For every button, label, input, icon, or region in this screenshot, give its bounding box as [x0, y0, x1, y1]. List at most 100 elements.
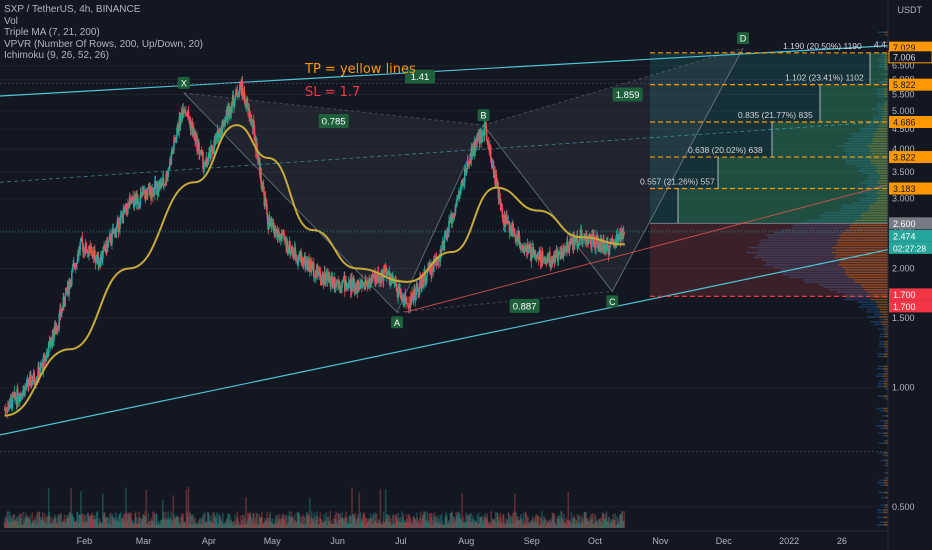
candle-body — [465, 167, 468, 171]
volume-bar — [563, 522, 566, 528]
volume-bar — [223, 522, 226, 528]
triple-ma-indicator-label[interactable]: Triple MA (7, 21, 200) — [4, 27, 100, 38]
volume-bar — [324, 520, 327, 528]
candle-body — [550, 259, 552, 268]
volume-bar — [206, 521, 208, 528]
volume-bar — [253, 524, 256, 528]
candle-body — [281, 231, 283, 239]
candle-body — [518, 235, 521, 245]
vpvr-row — [885, 496, 888, 499]
candle-body — [468, 163, 471, 166]
volume-bar — [314, 516, 317, 528]
volume-bar — [290, 511, 293, 528]
volume-bar — [454, 522, 457, 528]
volume-bar — [237, 516, 239, 528]
volume-bar — [430, 516, 432, 528]
time-axis[interactable]: Feb Mar Apr May Jun Jul Aug Sep Oct Nov Dec 2022 26 — [0, 530, 888, 546]
y-tick-label: 4.000 — [892, 144, 915, 154]
candle-body — [585, 234, 588, 244]
volume-bar — [274, 523, 277, 528]
candle-body — [11, 394, 14, 409]
candle-body — [236, 91, 239, 97]
candle-body — [28, 385, 30, 386]
vpvr-indicator-label[interactable]: VPVR (Number Of Rows, 200, Up/Down, 20) — [4, 38, 203, 50]
volume-bar — [559, 522, 562, 528]
volume-bar — [387, 514, 390, 528]
vpvr-row — [858, 306, 877, 308]
volume-bar — [341, 518, 344, 528]
ratio-label: 1.859 — [616, 90, 640, 101]
vpvr-row — [877, 103, 884, 105]
volume-bar — [533, 521, 536, 528]
vpvr-row — [845, 229, 888, 232]
vpvr-row — [870, 293, 888, 296]
candle-body — [115, 231, 117, 238]
moving-average — [4, 124, 625, 417]
candle-body — [319, 271, 322, 279]
vpvr-row — [760, 241, 837, 244]
volume-bar — [417, 520, 420, 528]
candle-body — [222, 120, 225, 127]
candle-body — [578, 239, 581, 245]
volume-bar — [490, 511, 492, 528]
vpvr-row — [870, 142, 888, 145]
target-label: 0.835 (21.77%) 835 — [738, 110, 813, 120]
vpvr-row — [880, 504, 885, 506]
volume-bar — [372, 522, 375, 528]
candle-body — [328, 277, 331, 283]
volume-bar — [195, 522, 198, 528]
vpvr-row — [885, 415, 888, 417]
volume-bar — [245, 524, 248, 528]
vpvr-row — [837, 239, 888, 241]
volume-bar — [344, 518, 347, 528]
vpvr-row — [881, 118, 888, 120]
volume-bar — [190, 515, 192, 528]
candle-body — [541, 250, 544, 263]
volume-indicator-label[interactable]: Vol — [4, 15, 18, 27]
volume-bar — [377, 519, 380, 528]
volume-bar — [383, 521, 386, 528]
ichimoku-indicator-label[interactable]: Ichimoku (9, 26, 52, 26) — [4, 50, 110, 61]
volume-bar — [477, 523, 479, 528]
volume-bar — [589, 516, 591, 528]
candle-body — [279, 239, 281, 241]
candle-body — [76, 263, 78, 264]
pattern-point-label: X — [181, 78, 187, 88]
volume-bar — [385, 519, 388, 528]
vpvr-row — [862, 212, 888, 214]
volume-bar — [3, 521, 6, 528]
volume-bar — [318, 517, 321, 528]
volume-bar — [280, 518, 283, 528]
price-axis-background[interactable] — [888, 0, 932, 550]
candle-body — [113, 230, 115, 234]
candle-body — [500, 204, 502, 211]
volume-bar — [562, 519, 564, 528]
symbol-title[interactable]: SXP / TetherUS, 4h, BINANCE — [4, 4, 141, 15]
candle-body — [512, 223, 514, 232]
volume-bar — [77, 523, 80, 528]
volume-bar — [281, 517, 284, 528]
volume-bar — [483, 520, 486, 528]
volume-bar — [353, 514, 355, 528]
volume-bar — [249, 511, 252, 528]
candle-body — [467, 161, 469, 163]
volume-bar — [311, 518, 314, 528]
candle-body — [485, 121, 487, 130]
volume-bar — [196, 522, 199, 528]
volume-bar — [194, 517, 196, 528]
vpvr-row — [884, 452, 888, 454]
candle-body — [432, 258, 435, 272]
volume-bar — [502, 514, 505, 528]
candle-body — [509, 229, 512, 234]
vpvr-row — [885, 377, 888, 380]
volume-bar — [464, 522, 467, 528]
candle-body — [589, 233, 592, 245]
volume-bar — [79, 514, 82, 528]
volume-bar — [456, 514, 459, 528]
candle-body — [451, 216, 454, 224]
candle-body — [28, 377, 31, 386]
candle-body — [301, 257, 304, 263]
volume-bar — [384, 489, 387, 528]
volume-bar — [331, 523, 334, 528]
